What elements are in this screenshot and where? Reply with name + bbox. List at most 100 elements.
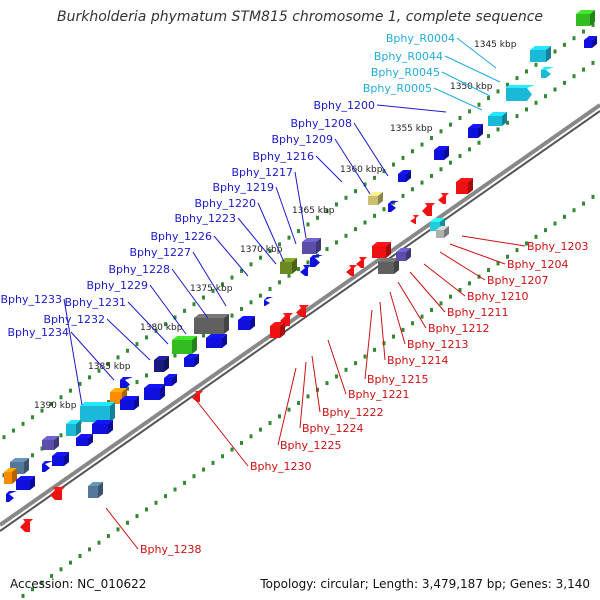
forward-gene bbox=[164, 374, 177, 378]
outer-tick bbox=[563, 214, 566, 219]
inner-tick bbox=[563, 80, 566, 85]
forward-gene bbox=[108, 420, 113, 434]
forward-leader-line bbox=[353, 122, 389, 177]
forward-gene bbox=[530, 46, 551, 50]
reverse-leader-line bbox=[364, 309, 373, 380]
reverse-gene bbox=[444, 226, 449, 238]
reverse-gene bbox=[441, 193, 449, 196]
scale-tick bbox=[411, 149, 414, 154]
scale-tick bbox=[582, 29, 585, 34]
map-title: Burkholderia phymatum STM815 chromosome … bbox=[56, 9, 543, 25]
outer-tick bbox=[211, 460, 215, 465]
reverse-gene bbox=[359, 257, 367, 260]
inner-tick bbox=[582, 67, 585, 72]
outer-tick bbox=[59, 567, 63, 572]
inner-tick bbox=[420, 180, 424, 185]
forward-gene bbox=[16, 480, 30, 490]
forward-gene bbox=[238, 320, 250, 330]
inner-tick bbox=[135, 380, 139, 385]
forward-gene bbox=[302, 238, 321, 242]
forward-gene bbox=[172, 374, 177, 386]
outer-tick bbox=[420, 314, 424, 319]
forward-gene bbox=[280, 258, 297, 262]
scale-tick bbox=[534, 62, 538, 67]
outer-tick bbox=[468, 281, 471, 286]
scale-tick bbox=[31, 415, 34, 420]
scale-tick bbox=[211, 288, 215, 293]
scale-tick bbox=[430, 135, 433, 140]
forward-gene bbox=[76, 438, 88, 446]
forward-gene-label: Bphy_1231 bbox=[64, 296, 126, 309]
forward-gene bbox=[66, 424, 76, 436]
forward-gene bbox=[10, 458, 29, 462]
outer-tick bbox=[202, 467, 205, 472]
forward-leader-line bbox=[315, 155, 343, 183]
scale-tick bbox=[230, 275, 234, 280]
outer-tick bbox=[259, 427, 262, 432]
forward-gene bbox=[164, 356, 169, 372]
outer-tick bbox=[183, 480, 186, 485]
outer-tick bbox=[164, 494, 167, 499]
forward-gene bbox=[388, 204, 396, 212]
forward-gene bbox=[264, 300, 270, 306]
scale-tick bbox=[50, 401, 53, 406]
reverse-gene bbox=[346, 268, 354, 276]
scale-tick bbox=[363, 182, 367, 187]
outer-tick bbox=[173, 487, 177, 492]
forward-gene bbox=[80, 402, 115, 406]
forward-gene bbox=[76, 420, 81, 436]
outer-tick bbox=[249, 434, 253, 439]
forward-gene bbox=[76, 434, 93, 438]
reverse-gene bbox=[98, 482, 103, 498]
rna-leader-line bbox=[433, 87, 483, 111]
forward-gene bbox=[506, 88, 532, 101]
scale-label: 1380 kbp bbox=[140, 323, 183, 333]
outer-tick bbox=[544, 228, 547, 233]
forward-leader-line bbox=[171, 268, 209, 319]
scale-tick bbox=[563, 42, 566, 47]
reverse-gene-label: Bphy_1207 bbox=[487, 274, 549, 287]
forward-gene bbox=[444, 146, 449, 160]
inner-tick bbox=[344, 233, 348, 238]
reverse-gene-label: Bphy_1230 bbox=[250, 460, 312, 473]
forward-gene bbox=[280, 262, 292, 274]
reverse-gene-label: Bphy_1210 bbox=[467, 290, 529, 303]
reverse-leader-line bbox=[311, 355, 321, 413]
scale-tick bbox=[373, 175, 376, 180]
forward-leader-line bbox=[294, 171, 307, 239]
forward-gene bbox=[250, 316, 255, 330]
scale-label: 1375 kbp bbox=[190, 284, 233, 294]
scale-tick bbox=[78, 382, 82, 386]
scale-tick bbox=[591, 22, 595, 27]
rna-leader-line bbox=[444, 55, 501, 83]
scale-tick bbox=[458, 116, 462, 120]
outer-tick bbox=[316, 387, 319, 392]
forward-gene bbox=[120, 400, 134, 410]
outer-tick bbox=[525, 241, 528, 246]
reverse-gene bbox=[195, 391, 203, 394]
forward-gene bbox=[30, 476, 35, 490]
rna-gene-label: Bphy_R0004 bbox=[386, 32, 455, 45]
inner-tick bbox=[259, 293, 262, 298]
forward-gene bbox=[302, 242, 316, 254]
inner-tick bbox=[496, 127, 500, 132]
forward-gene-label: Bphy_1229 bbox=[86, 279, 148, 292]
scale-tick bbox=[439, 129, 443, 134]
forward-gene-label: Bphy_1234 bbox=[7, 326, 69, 339]
inner-tick bbox=[354, 227, 357, 232]
outer-tick bbox=[401, 327, 405, 332]
forward-gene bbox=[194, 314, 229, 318]
scale-tick bbox=[506, 82, 509, 87]
reverse-gene-label: Bphy_1215 bbox=[367, 373, 429, 386]
reverse-gene bbox=[20, 522, 30, 532]
forward-gene bbox=[110, 392, 122, 404]
forward-gene bbox=[6, 494, 14, 502]
forward-gene bbox=[238, 316, 255, 320]
forward-gene bbox=[192, 336, 197, 354]
scale-tick bbox=[97, 368, 101, 373]
inner-tick bbox=[468, 147, 471, 152]
reverse-gene bbox=[406, 248, 411, 261]
rna-leader-line bbox=[456, 37, 497, 69]
reverse-leader-line bbox=[439, 251, 486, 281]
forward-gene bbox=[584, 36, 597, 40]
